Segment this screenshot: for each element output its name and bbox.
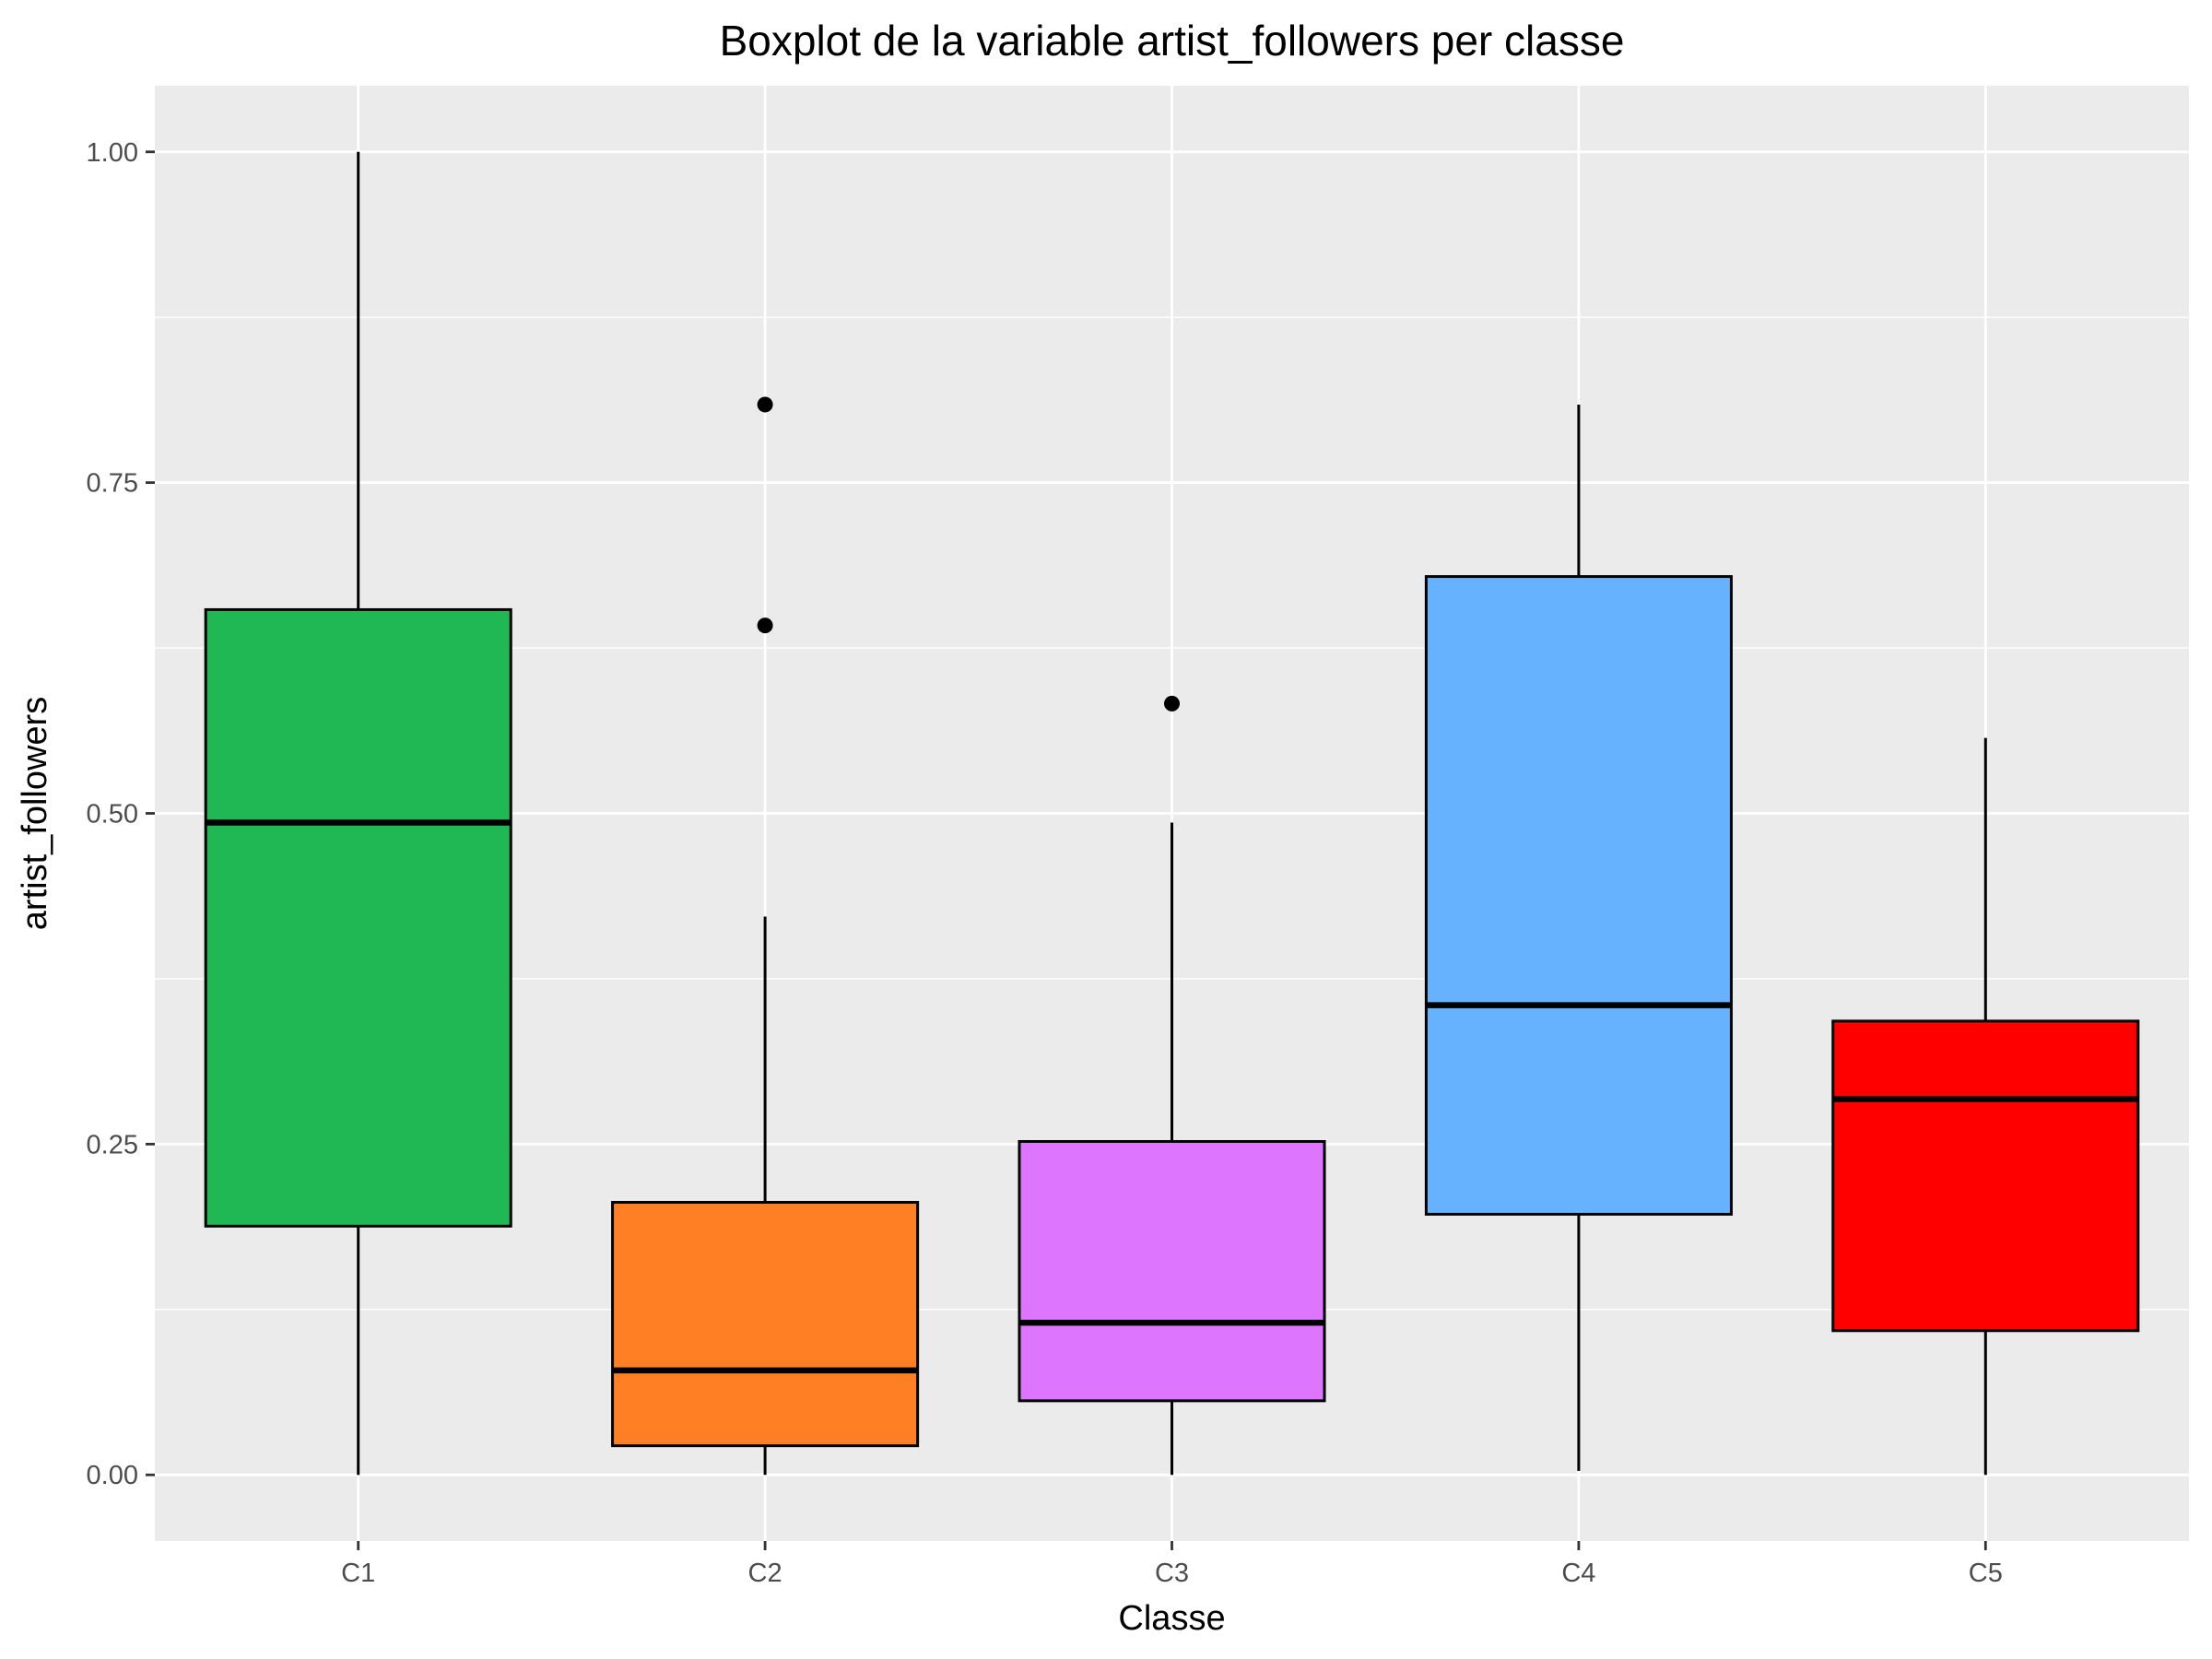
x-tick-label: C4: [1561, 1559, 1595, 1588]
y-tick-label: 0.75: [87, 469, 138, 499]
boxes-layer: [204, 151, 2140, 1476]
x-axis-title: Classe: [1118, 1599, 1225, 1638]
x-tick-label: C1: [341, 1559, 375, 1588]
y-axis: 0.00 0.25 0.50 0.75 1.00: [87, 138, 155, 1490]
box-c1: [204, 151, 512, 1476]
x-tick-label: C5: [1969, 1559, 2003, 1588]
box-body: [1424, 575, 1733, 1216]
x-axis: C1 C2 C3 C4 C5: [341, 1541, 2003, 1588]
y-tick-label: 0.25: [87, 1130, 138, 1159]
y-tick-label: 1.00: [87, 138, 138, 168]
box-c5: [1831, 737, 2140, 1476]
box-c2: [611, 396, 920, 1476]
x-tick-label: C3: [1155, 1559, 1189, 1588]
box-body: [611, 1201, 920, 1448]
box-c3: [1018, 695, 1326, 1476]
outlier-point: [757, 618, 773, 634]
box-c4: [1424, 404, 1733, 1471]
box-body: [204, 607, 512, 1228]
outlier-point: [1164, 695, 1180, 712]
box-body: [1831, 1019, 2140, 1333]
outlier-point: [757, 396, 773, 413]
y-tick-label: 0.00: [87, 1461, 138, 1490]
y-tick-label: 0.50: [87, 800, 138, 830]
x-tick-label: C2: [748, 1559, 782, 1588]
box-body: [1018, 1139, 1326, 1403]
y-axis-title: artist_followers: [16, 697, 54, 930]
chart-title: Boxplot de la variable artist_followers …: [720, 17, 1625, 65]
